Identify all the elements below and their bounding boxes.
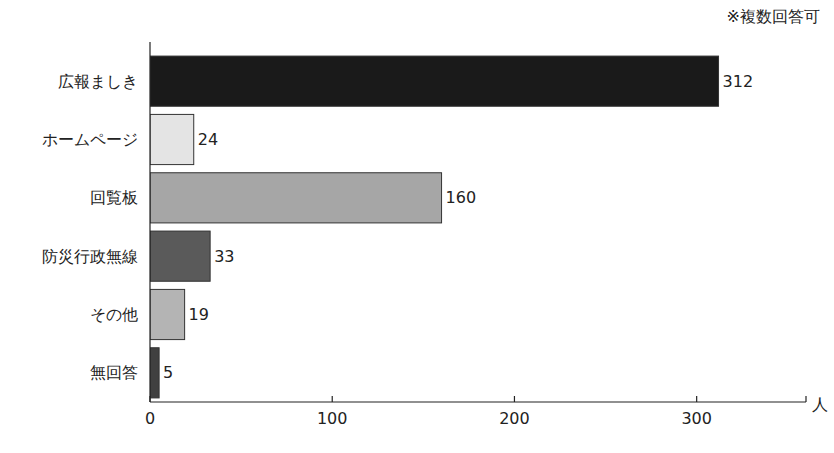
category-label: 広報ましき <box>58 72 138 91</box>
bar <box>150 289 185 339</box>
x-axis-line <box>150 401 806 402</box>
x-tick-label: 0 <box>145 409 155 428</box>
y-axis-line <box>149 42 150 402</box>
x-tick <box>696 396 697 402</box>
x-tick-label: 100 <box>317 409 348 428</box>
x-tick-label: 300 <box>681 409 712 428</box>
bars <box>150 56 719 398</box>
data-label: 312 <box>723 72 754 91</box>
bar <box>150 114 194 164</box>
data-labels: 312 24 160 33 19 5 <box>163 72 753 383</box>
bar <box>150 173 442 223</box>
x-tick <box>149 396 150 402</box>
axis-end <box>805 396 806 402</box>
category-label: 無回答 <box>90 363 138 382</box>
x-tick-label: 200 <box>499 409 530 428</box>
category-label: 回覧板 <box>90 188 138 207</box>
data-label: 5 <box>163 363 173 382</box>
x-tick <box>514 396 515 402</box>
annotation: ※複数回答可 <box>727 7 820 26</box>
category-label: 防災行政無線 <box>42 247 138 266</box>
data-label: 33 <box>214 247 234 266</box>
bar <box>150 348 159 398</box>
data-label: 24 <box>198 130 218 149</box>
chart: ※複数回答可 312 24 160 33 19 5 広報ましきホームページ回覧板防災行政無線そ… <box>0 0 834 453</box>
category-label: ホームページ <box>42 130 138 149</box>
bar <box>150 56 719 106</box>
category-label: その他 <box>90 305 138 324</box>
x-tick <box>332 396 333 402</box>
bar <box>150 231 210 281</box>
x-axis-title: 人 <box>812 395 828 414</box>
data-label: 160 <box>446 188 477 207</box>
data-label: 19 <box>189 305 209 324</box>
